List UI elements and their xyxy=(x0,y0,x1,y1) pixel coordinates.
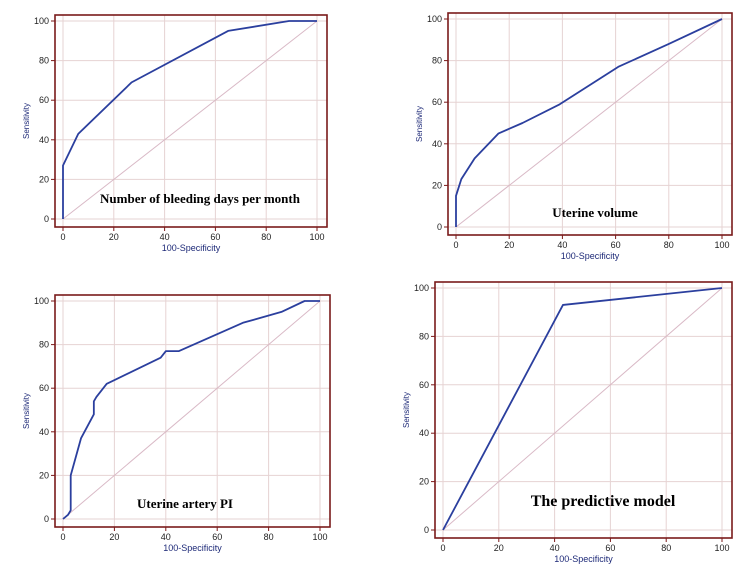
y-tick-label: 40 xyxy=(39,427,49,437)
y-tick-label: 0 xyxy=(424,525,429,535)
x-tick-label: 100 xyxy=(714,240,729,250)
roc-panel-1: 0 20 40 60 80 100 0 20 40 60 80 100 100-Specificity S… xyxy=(22,14,328,253)
x-tick-label: 20 xyxy=(109,232,119,242)
x-tick-label: 0 xyxy=(60,232,65,242)
x-tick-label: 40 xyxy=(557,240,567,250)
x-tick-label: 100 xyxy=(312,532,327,542)
plot-frame xyxy=(54,294,331,528)
x-tick-label: 0 xyxy=(440,543,445,553)
x-tick-label: 100 xyxy=(714,543,729,553)
x-tick-label: 0 xyxy=(60,532,65,542)
y-tick-label: 80 xyxy=(432,56,442,66)
y-tick-label: 20 xyxy=(39,174,49,184)
y-axis-label: Sensitivity xyxy=(22,393,31,429)
x-axis-label: 100-Specificity xyxy=(554,554,613,564)
y-tick-label: 60 xyxy=(39,383,49,393)
reference-diagonal xyxy=(455,18,723,228)
reference-diagonal xyxy=(62,300,321,520)
panel-title: Uterine volume xyxy=(552,205,638,220)
x-tick-label: 20 xyxy=(504,240,514,250)
roc-panel-3: 0 20 40 60 80 100 0 20 40 60 80 100 100-Specificity S… xyxy=(22,294,331,553)
x-tick-label: 80 xyxy=(264,532,274,542)
y-tick-label: 60 xyxy=(432,97,442,107)
y-tick-label: 80 xyxy=(39,56,49,66)
plot-frame xyxy=(54,14,328,228)
x-tick-label: 40 xyxy=(160,232,170,242)
x-tick-label: 40 xyxy=(550,543,560,553)
y-axis-label: Sensitivity xyxy=(402,392,411,428)
x-tick-label: 80 xyxy=(661,543,671,553)
roc-curve xyxy=(62,300,320,520)
x-tick-label: 60 xyxy=(611,240,621,250)
panel-title: The predictive model xyxy=(531,493,676,510)
x-tick-label: 60 xyxy=(212,532,222,542)
y-axis-label: Sensitivity xyxy=(415,106,424,142)
y-tick-label: 0 xyxy=(437,222,442,232)
y-tick-label: 100 xyxy=(34,296,49,306)
x-axis-label: 100-Specificity xyxy=(162,243,221,253)
x-tick-label: 100 xyxy=(309,232,324,242)
plot-frame xyxy=(434,281,733,539)
roc-curve xyxy=(455,18,723,227)
roc-panel-2: 0 20 40 60 80 100 0 20 40 60 80 100 100-Specificity S… xyxy=(415,12,733,261)
x-tick-label: 40 xyxy=(161,532,171,542)
y-tick-label: 40 xyxy=(432,139,442,149)
roc-curve xyxy=(62,20,317,219)
y-tick-label: 60 xyxy=(39,95,49,105)
x-tick-label: 60 xyxy=(605,543,615,553)
panel-title: Uterine artery PI xyxy=(137,496,233,511)
y-tick-label: 40 xyxy=(39,135,49,145)
x-tick-label: 80 xyxy=(664,240,674,250)
x-axis-label: 100-Specificity xyxy=(561,251,620,261)
y-tick-label: 20 xyxy=(39,470,49,480)
reference-diagonal xyxy=(62,20,318,220)
x-tick-label: 80 xyxy=(261,232,271,242)
y-tick-label: 100 xyxy=(34,16,49,26)
y-tick-label: 100 xyxy=(427,14,442,24)
y-axis-label: Sensitivity xyxy=(22,103,31,139)
y-tick-label: 40 xyxy=(419,428,429,438)
x-tick-label: 20 xyxy=(109,532,119,542)
y-tick-label: 100 xyxy=(414,283,429,293)
panel-title: Number of bleeding days per month xyxy=(100,191,301,206)
y-tick-label: 80 xyxy=(419,331,429,341)
reference-diagonal xyxy=(442,287,723,531)
x-tick-label: 0 xyxy=(453,240,458,250)
y-tick-label: 20 xyxy=(419,477,429,487)
x-axis-label: 100-Specificity xyxy=(163,543,222,553)
y-tick-label: 0 xyxy=(44,514,49,524)
roc-panel-4: 0 20 40 60 80 100 0 20 40 60 80 100 100-Specificity S… xyxy=(402,281,733,564)
plot-frame xyxy=(447,12,733,236)
x-tick-label: 20 xyxy=(494,543,504,553)
y-tick-label: 0 xyxy=(44,214,49,224)
y-tick-label: 20 xyxy=(432,180,442,190)
y-tick-label: 80 xyxy=(39,340,49,350)
x-tick-label: 60 xyxy=(210,232,220,242)
roc-curve xyxy=(442,287,723,531)
y-tick-label: 60 xyxy=(419,380,429,390)
